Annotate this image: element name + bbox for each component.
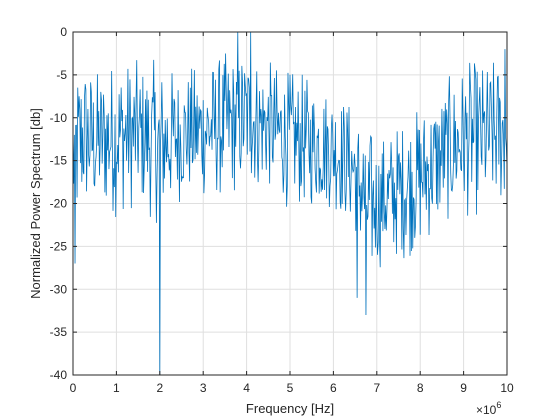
y-tick-label: 0 <box>60 25 67 39</box>
y-axis-label: Normalized Power Spectrum [db] <box>28 108 43 299</box>
y-tick-label: -25 <box>50 239 68 253</box>
x-tick-label: 1 <box>113 381 120 395</box>
y-tick-label: -35 <box>50 325 68 339</box>
x-tick-label: 7 <box>373 381 380 395</box>
y-tick-label: -30 <box>50 282 68 296</box>
x-axis-multiplier: ×106 <box>476 400 501 417</box>
y-tick-label: -5 <box>56 68 67 82</box>
x-tick-label: 9 <box>460 381 467 395</box>
y-tick-label: -20 <box>50 197 68 211</box>
y-tick-label: -15 <box>50 154 68 168</box>
x-tick-label: 0 <box>70 381 77 395</box>
x-tick-label: 10 <box>500 381 514 395</box>
plot-area <box>72 31 508 376</box>
x-tick-label: 2 <box>156 381 163 395</box>
x-axis-multiplier-base: ×10 <box>476 403 497 417</box>
y-tick-label: -10 <box>50 111 68 125</box>
axis-tick-labels: 0 1 2 3 4 5 6 7 8 9 10 0 -5 -10 -15 -20 -25 -30 -35 -40 <box>50 25 514 395</box>
axis-ticks <box>72 31 508 376</box>
x-axis-multiplier-exponent: 6 <box>496 400 501 410</box>
x-axis-label: Frequency [Hz] <box>246 401 334 416</box>
x-tick-label: 5 <box>287 381 294 395</box>
x-tick-label: 6 <box>330 381 337 395</box>
x-tick-label: 4 <box>243 381 250 395</box>
x-tick-label: 8 <box>417 381 424 395</box>
y-tick-label: -40 <box>50 368 68 382</box>
power-spectrum-line <box>72 31 508 376</box>
x-tick-label: 3 <box>200 381 207 395</box>
